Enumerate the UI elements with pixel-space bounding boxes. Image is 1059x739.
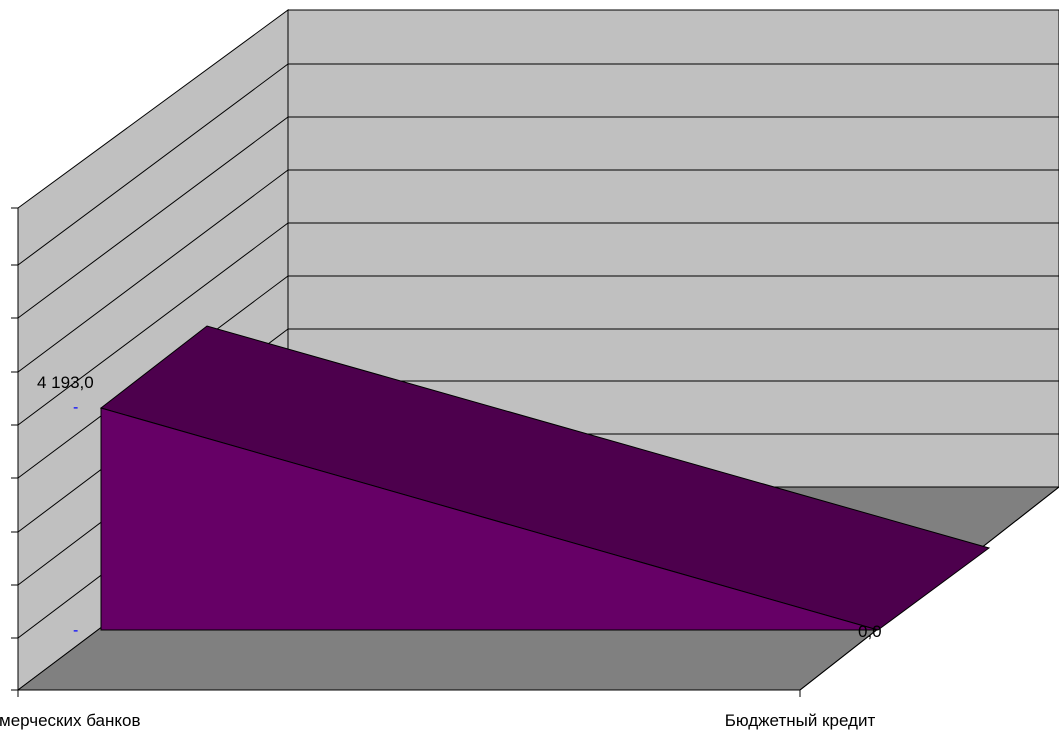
series-front-face bbox=[100, 407, 879, 631]
side-gridline bbox=[17, 116, 289, 319]
side-gridline bbox=[17, 222, 289, 426]
category-label: мерческих банков bbox=[0, 711, 141, 730]
y-marker: - bbox=[73, 399, 78, 416]
category-labels: мерческих банков Бюджетный кредит bbox=[0, 711, 875, 730]
data-labels: 4 193,0 0,0 bbox=[37, 373, 882, 641]
side-gridline bbox=[17, 63, 289, 266]
y-marker: - bbox=[73, 622, 78, 639]
data-label: 4 193,0 bbox=[37, 373, 94, 392]
y-axis-ticks bbox=[11, 207, 18, 691]
y-markers: -- bbox=[73, 399, 78, 639]
data-label: 0,0 bbox=[858, 622, 882, 641]
side-gridline bbox=[17, 169, 289, 373]
category-label: Бюджетный кредит bbox=[725, 711, 876, 730]
